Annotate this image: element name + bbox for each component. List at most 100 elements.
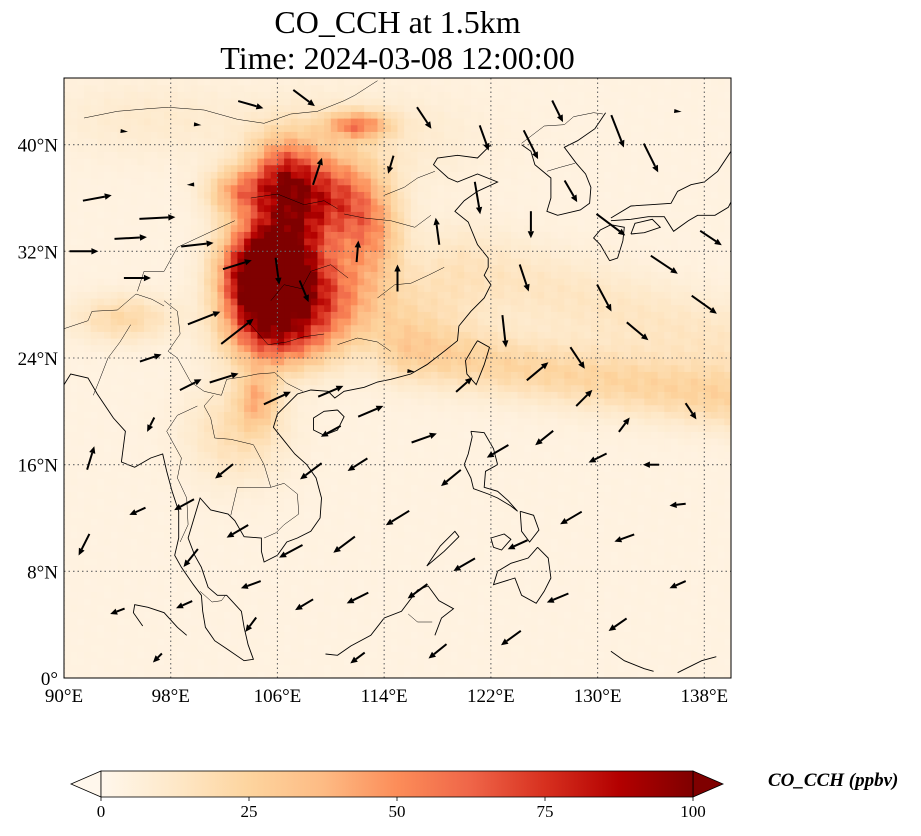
heatmap-cell [237,511,245,519]
heatmap-cell [417,138,425,146]
heatmap-cell [157,184,165,192]
heatmap-cell [404,451,412,459]
heatmap-cell [90,244,98,252]
heatmap-cell [77,138,85,146]
heatmap-cell [257,338,265,346]
heatmap-cell [130,524,138,532]
heatmap-cell [304,518,312,526]
heatmap-cell [170,144,178,152]
heatmap-cell [250,644,259,652]
heatmap-cell [390,118,399,126]
heatmap-cell [250,318,259,326]
heatmap-cell [317,644,325,652]
heatmap-cell [157,411,165,419]
heatmap-cell [317,111,325,119]
heatmap-cell [90,351,98,359]
heatmap-cell [177,198,185,206]
heatmap-cell [210,218,219,226]
heatmap-cell [390,518,399,526]
heatmap-cell [84,164,92,172]
heatmap-cell [257,158,265,166]
heatmap-cell [324,304,332,312]
heatmap-cell [297,318,305,326]
heatmap-cell [417,598,425,606]
heatmap-cell [297,204,305,212]
heatmap-cell [277,438,285,446]
heatmap-cell [277,371,285,379]
heatmap-cell [310,531,319,539]
heatmap-cell [264,278,272,286]
heatmap-cell [270,264,279,272]
heatmap-cell [230,524,239,532]
heatmap-cell [204,118,212,126]
heatmap-cell [124,611,132,619]
heatmap-cell [217,411,225,419]
heatmap-cell [377,278,385,286]
heatmap-cell [77,124,85,132]
heatmap-cell [397,411,405,419]
heatmap-cell [204,331,212,339]
heatmap-cell [377,264,385,272]
heatmap-cell [364,324,372,332]
heatmap-cell [177,318,185,326]
heatmap-cell [324,531,332,539]
heatmap-cell [184,538,192,546]
heatmap-cell [164,631,172,639]
heatmap-cell [190,511,198,519]
heatmap-cell [277,664,285,672]
heatmap-cell [144,538,152,546]
heatmap-cell [304,258,312,266]
heatmap-cell [397,544,405,552]
heatmap-cell [417,611,425,619]
heatmap-cell [317,664,325,672]
heatmap-cell [157,364,165,372]
heatmap-cell [70,571,78,579]
heatmap-cell [210,258,219,266]
heatmap-cell [64,611,72,619]
heatmap-cell [150,291,158,299]
heatmap-cell [190,478,198,486]
heatmap-cell [150,564,158,572]
heatmap-cell [230,624,239,632]
heatmap-cell [277,544,285,552]
heatmap-cell [297,631,305,639]
heatmap-cell [257,271,265,279]
heatmap-cell [170,604,178,612]
heatmap-cell [210,498,219,506]
heatmap-cell [397,638,405,646]
heatmap-cell [384,171,392,179]
heatmap-cell [177,91,185,99]
heatmap-cell [397,211,405,219]
heatmap-cell [104,404,112,412]
heatmap-cell [164,598,172,606]
heatmap-cell [170,671,178,678]
heatmap-cell [317,104,325,112]
heatmap-cell [370,558,379,566]
heatmap-cell [404,211,412,219]
heatmap-cell [170,498,178,506]
heatmap-cell [244,284,252,292]
heatmap-cell [324,124,332,132]
heatmap-cell [324,371,332,379]
heatmap-cell [350,104,359,112]
heatmap-cell [290,571,299,579]
heatmap-cell [244,378,252,386]
heatmap-cell [284,171,292,179]
heatmap-cell [230,644,239,652]
heatmap-cell [117,318,125,326]
heatmap-cell [350,338,359,346]
heatmap-cell [410,631,419,639]
heatmap-cell [290,84,299,92]
heatmap-cell [377,478,385,486]
heatmap-cell [177,551,185,559]
heatmap-cell [70,91,78,99]
heatmap-cell [230,158,239,166]
heatmap-cell [144,558,152,566]
heatmap-cell [177,624,185,632]
heatmap-cell [344,451,352,459]
heatmap-cell [204,318,212,326]
heatmap-cell [197,431,205,439]
heatmap-cell [110,344,118,352]
heatmap-cell [70,284,78,292]
heatmap-cell [410,104,419,112]
